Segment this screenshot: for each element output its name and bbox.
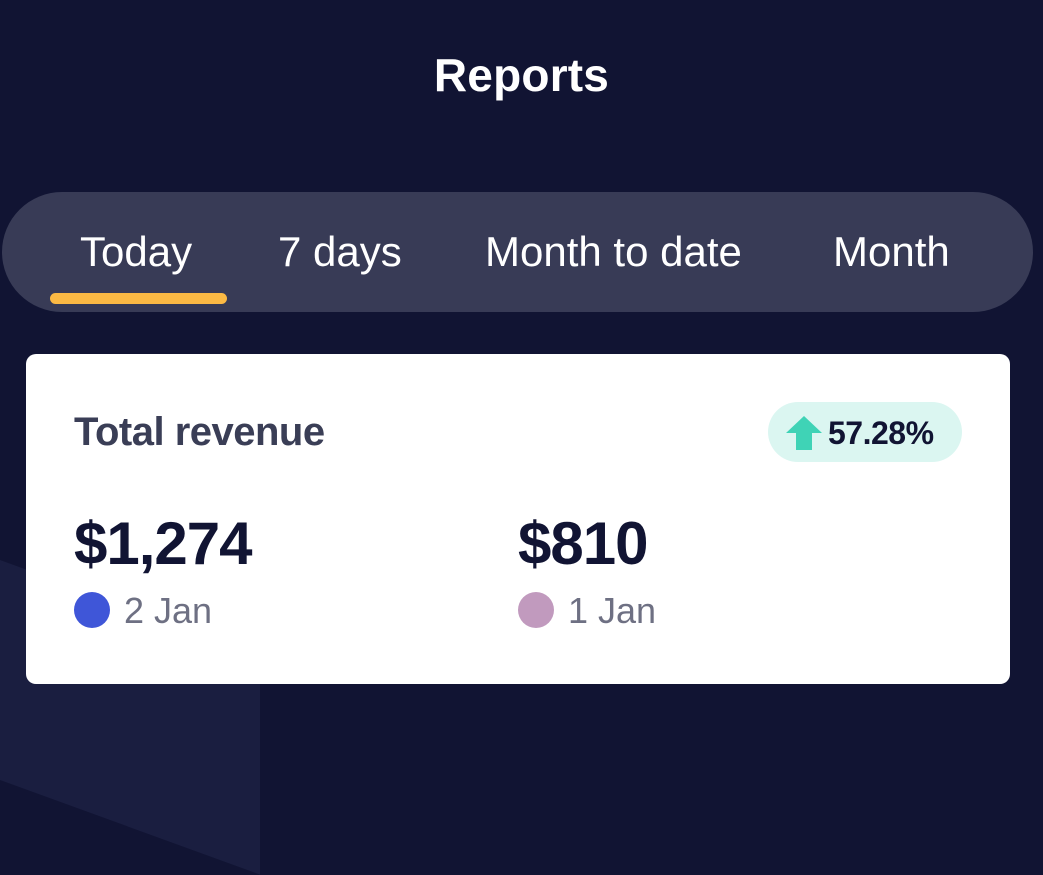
previous-revenue: $810 1 Jan: [518, 510, 656, 631]
card-title: Total revenue: [74, 410, 325, 454]
previous-legend: 1 Jan: [518, 590, 656, 631]
arrow-up-icon: [786, 416, 822, 450]
active-tab-indicator: [50, 293, 227, 304]
tab-month-to-date[interactable]: Month to date: [485, 228, 742, 275]
total-revenue-card: Total revenue 57.28% $1,274 2 Jan $810 1…: [26, 354, 1010, 684]
current-revenue: $1,274 2 Jan: [74, 510, 253, 631]
current-legend-dot: [74, 592, 110, 628]
current-date-label: 2 Jan: [124, 590, 213, 631]
page-title: Reports: [433, 49, 610, 101]
previous-amount: $810: [518, 510, 648, 577]
current-legend: 2 Jan: [74, 590, 252, 631]
tab-today[interactable]: Today: [80, 228, 193, 275]
tab-7-days[interactable]: 7 days: [278, 228, 402, 275]
previous-legend-dot: [518, 592, 554, 628]
period-tab-bar: Today 7 days Month to date Month: [2, 192, 1033, 312]
change-percentage: 57.28%: [828, 415, 934, 451]
previous-date-label: 1 Jan: [568, 590, 657, 631]
current-amount: $1,274: [74, 510, 253, 577]
change-badge: 57.28%: [768, 402, 962, 462]
tab-month[interactable]: Month: [833, 228, 950, 275]
